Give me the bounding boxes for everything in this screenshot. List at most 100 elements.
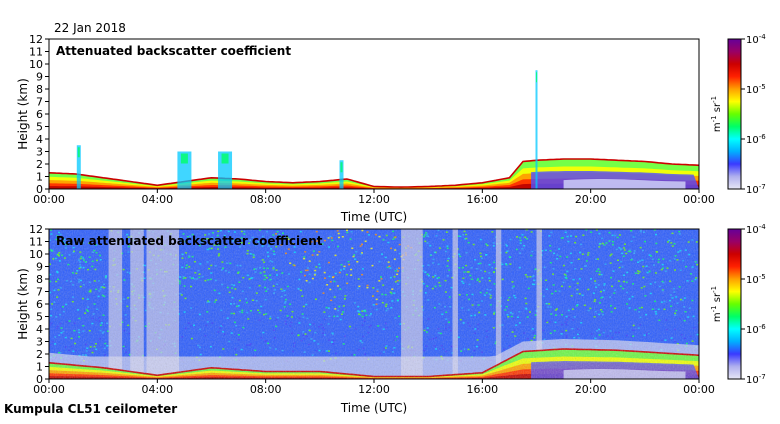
bottom-noise-speck — [123, 330, 126, 332]
bottom-noise-speck — [230, 303, 232, 305]
bottom-noise-speck — [551, 292, 554, 295]
bottom-noise-speck — [467, 271, 470, 273]
bottom-noise-speck — [531, 275, 534, 278]
bottom-noise-speck — [292, 242, 295, 245]
bottom-noise-speck — [696, 263, 699, 266]
bottom-noise-speck — [182, 277, 185, 280]
bottom-noise-speck — [269, 274, 272, 276]
bottom-noise-speck — [518, 322, 521, 324]
bottom-noise-speck — [609, 262, 612, 264]
bottom-noise-speck — [82, 330, 85, 332]
bottom-noise-speck — [314, 272, 317, 275]
bottom-noise-speck — [398, 315, 401, 318]
bottom-noise-speck — [228, 340, 231, 343]
bottom-noise-speck — [197, 269, 200, 272]
bottom-noise-speck — [476, 328, 479, 330]
bottom-noise-speck — [501, 278, 504, 281]
bottom-noise-speck — [609, 296, 612, 298]
bottom-noise-speck — [217, 244, 220, 247]
bottom-noise-speck — [258, 311, 261, 314]
bottom-noise-speck — [233, 312, 236, 315]
bottom-noise-speck — [485, 336, 488, 338]
bottom-noise-speck — [68, 349, 71, 351]
bottom-noise-speck — [222, 348, 225, 350]
bottom-noise-speck — [210, 264, 213, 267]
bottom-noise-speck — [357, 348, 360, 351]
bottom-noise-speck — [360, 253, 363, 255]
bottom-noise-speck — [179, 292, 182, 295]
bottom-noise-speck — [444, 291, 447, 293]
bottom-noise-speck — [678, 233, 681, 235]
bottom-noise-speck — [104, 354, 107, 356]
bottom-noise-speck — [393, 347, 396, 349]
bottom-noise-speck — [513, 294, 516, 297]
bottom-noise-speck — [238, 299, 241, 302]
bottom-noise-speck — [209, 278, 212, 281]
bottom-noise-speck — [358, 285, 361, 288]
bottom-noise-speck — [649, 283, 652, 285]
bottom-noise-speck — [62, 242, 65, 244]
bottom-noise-speck — [272, 234, 275, 236]
bottom-noise-speck — [505, 251, 508, 254]
bottom-noise-speck — [477, 304, 480, 306]
bottom-noise-speck — [674, 312, 677, 315]
bottom-noise-speck — [234, 288, 237, 290]
top-y-tick-label: 6 — [36, 108, 43, 121]
bottom-noise-speck — [664, 270, 667, 272]
bottom-noise-speck — [307, 343, 310, 346]
bottom-noise-speck — [341, 236, 344, 238]
bottom-noise-speck — [266, 251, 269, 254]
bottom-noise-speck — [58, 252, 61, 254]
top-colorbar-tick-label: 10-7 — [746, 183, 766, 196]
bottom-noise-speck — [95, 288, 98, 291]
bottom-noise-speck — [272, 267, 275, 270]
bottom-noise-speck — [49, 291, 52, 294]
bottom-noise-speck — [357, 278, 360, 280]
bottom-noise-speck — [281, 349, 284, 352]
top-y-tick-label: 4 — [36, 133, 43, 146]
bottom-noise-speck — [622, 280, 625, 283]
bottom-noise-speck — [612, 270, 615, 272]
bottom-noise-speck — [602, 313, 605, 316]
bottom-noise-speck — [56, 271, 59, 274]
bottom-noise-speck — [81, 239, 84, 241]
bottom-noise-speck — [447, 257, 450, 260]
bottom-noise-speck — [435, 337, 437, 339]
bottom-noise-speck — [603, 284, 606, 287]
bottom-noise-speck — [191, 255, 194, 258]
bottom-noise-speck — [193, 278, 196, 280]
bottom-noise-speck — [59, 352, 62, 354]
bottom-noise-speck — [190, 277, 193, 280]
bottom-noise-speck — [57, 278, 60, 281]
bottom-noise-speck — [127, 236, 130, 238]
bottom-noise-speck — [209, 345, 212, 348]
bottom-noise-speck — [88, 330, 91, 332]
bottom-noise-speck — [261, 259, 264, 261]
bottom-noise-speck — [298, 278, 301, 281]
bottom-noise-speck — [546, 321, 549, 324]
bottom-noise-speck — [306, 267, 309, 269]
bottom-noise-speck — [321, 327, 324, 329]
bottom-noise-speck — [394, 249, 397, 251]
top-colorbar-tick-label: 10-5 — [746, 83, 766, 96]
bottom-noise-speck — [637, 261, 640, 263]
bottom-noise-speck — [97, 342, 100, 345]
bottom-noise-speck — [103, 347, 106, 350]
bottom-noise-speck — [637, 270, 639, 272]
bottom-noise-speck — [230, 332, 233, 334]
bottom-noise-speck — [685, 265, 688, 268]
bottom-noise-speck — [393, 276, 396, 278]
bottom-noise-speck — [98, 338, 101, 340]
bottom-noise-speck — [367, 331, 370, 334]
bottom-noise-speck — [489, 294, 492, 297]
bottom-noise-speck — [284, 294, 287, 296]
bottom-noise-speck — [314, 331, 317, 334]
bottom-noise-speck — [645, 265, 648, 267]
bottom-noise-speck — [596, 330, 598, 332]
bottom-noise-speck — [511, 317, 514, 320]
bottom-noise-speck — [458, 294, 461, 296]
bottom-noise-speck — [329, 281, 332, 283]
bottom-noise-speck — [257, 309, 260, 311]
bottom-noise-speck — [193, 261, 196, 263]
